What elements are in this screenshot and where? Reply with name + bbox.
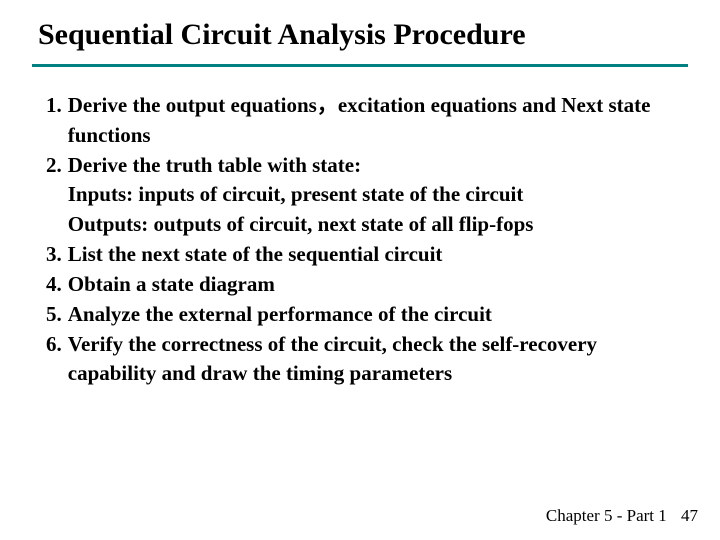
list-text: List the next state of the sequential ci…: [62, 240, 678, 270]
list-number: 1.: [46, 91, 62, 151]
list-sub: Inputs: inputs of circuit, present state…: [68, 180, 678, 210]
list-sub: Outputs: outputs of circuit, next state …: [68, 210, 678, 240]
list-item: 5. Analyze the external performance of t…: [46, 300, 678, 330]
list-text: Derive the output equations，excitation e…: [62, 91, 678, 151]
footer: Chapter 5 - Part 1 47: [546, 506, 698, 526]
list-number: 5.: [46, 300, 62, 330]
list-number: 2.: [46, 151, 62, 240]
list-text-main: Derive the truth table with state:: [68, 153, 361, 177]
list-number: 3.: [46, 240, 62, 270]
list-text: Verify the correctness of the circuit, c…: [62, 330, 678, 390]
list-text: Obtain a state diagram: [62, 270, 678, 300]
list-item: 1. Derive the output equations，excitatio…: [46, 91, 678, 151]
list-item: 6. Verify the correctness of the circuit…: [46, 330, 678, 390]
list-text: Derive the truth table with state: Input…: [62, 151, 678, 240]
list-item: 4. Obtain a state diagram: [46, 270, 678, 300]
list-item: 3. List the next state of the sequential…: [46, 240, 678, 270]
footer-chapter: Chapter 5 - Part 1: [546, 506, 667, 525]
slide: Sequential Circuit Analysis Procedure 1.…: [0, 0, 720, 540]
slide-title: Sequential Circuit Analysis Procedure: [32, 18, 688, 60]
list-text: Analyze the external performance of the …: [62, 300, 678, 330]
footer-page: 47: [681, 506, 698, 525]
list-number: 4.: [46, 270, 62, 300]
list-item: 2. Derive the truth table with state: In…: [46, 151, 678, 240]
title-underline: [32, 64, 688, 67]
content-body: 1. Derive the output equations，excitatio…: [32, 91, 688, 389]
list-number: 6.: [46, 330, 62, 390]
